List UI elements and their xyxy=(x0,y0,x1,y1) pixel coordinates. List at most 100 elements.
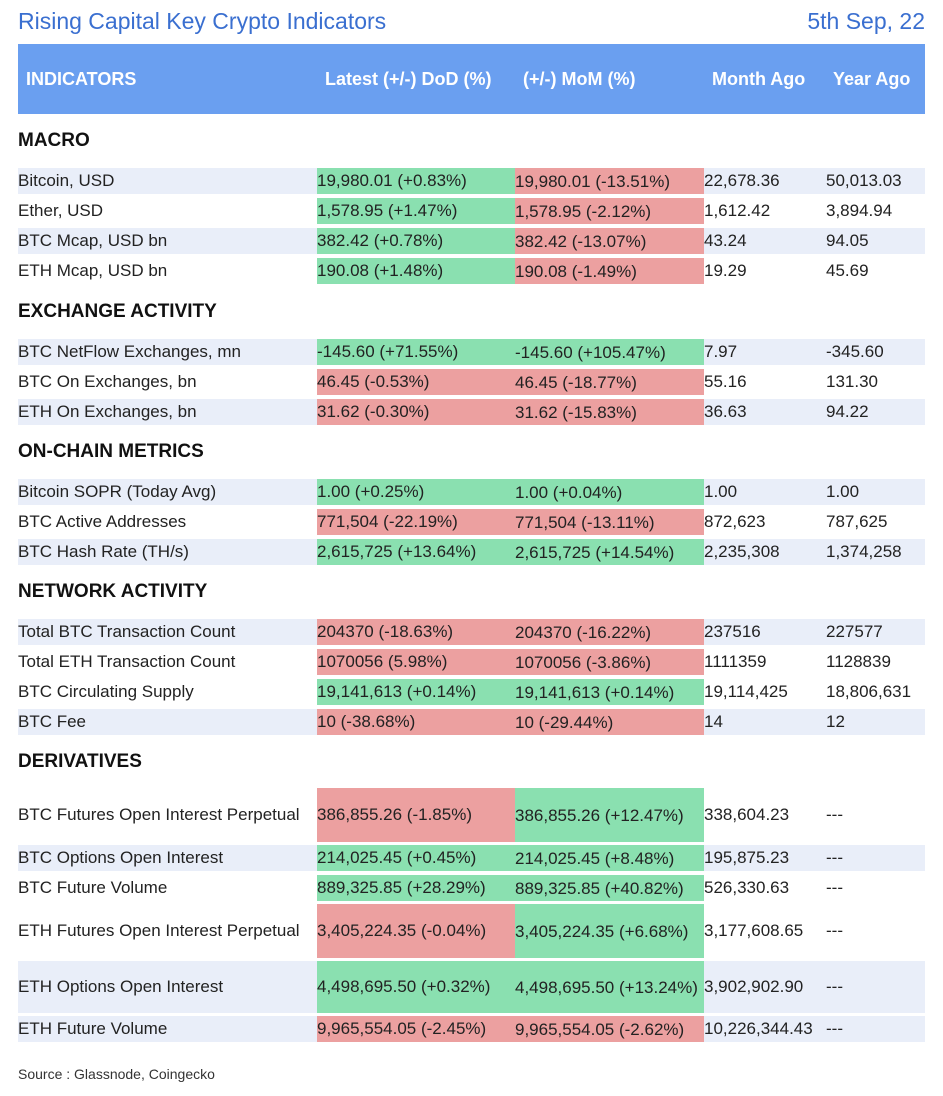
month-ago-cell: 36.63 xyxy=(704,402,747,421)
year-ago-cell: 227577 xyxy=(826,622,883,641)
indicator-name-cell: BTC Hash Rate (TH/s) xyxy=(18,542,189,561)
mom-cell: 1.00 (+0.04%) xyxy=(515,479,704,505)
header-year-ago: Year Ago xyxy=(833,69,911,89)
dod-cell: 386,855.26 (-1.85%) xyxy=(317,788,515,842)
year-ago-cell: 1.00 xyxy=(826,482,860,501)
month-ago-cell: 3,177,608.65 xyxy=(704,921,804,940)
month-ago-cell: 43.24 xyxy=(704,231,747,250)
year-ago-cell: --- xyxy=(826,805,843,824)
indicator-name-cell: Bitcoin SOPR (Today Avg) xyxy=(18,482,217,501)
dod-cell: 3,405,224.35 (-0.04%) xyxy=(317,904,515,958)
mom-cell: -145.60 (+105.47%) xyxy=(515,339,704,365)
indicator-name-cell: BTC Mcap, USD bn xyxy=(18,231,168,250)
mom-cell: 771,504 (-13.11%) xyxy=(515,509,704,535)
indicator-name-cell: BTC Circulating Supply xyxy=(18,682,194,701)
indicator-name-cell: ETH Options Open Interest xyxy=(18,977,224,996)
year-ago-cell: 50,013.03 xyxy=(826,171,902,190)
table-row: ETH Futures Open Interest Perpetual 3,405… xyxy=(18,904,925,958)
table-row: BTC Hash Rate (TH/s) 2,615,725 (+13.64%) 2… xyxy=(18,539,925,565)
mom-cell: 1070056 (-3.86%) xyxy=(515,649,704,675)
mom-cell: 190.08 (-1.49%) xyxy=(515,258,704,284)
month-ago-cell: 872,623 xyxy=(704,512,766,531)
mom-cell: 1,578.95 (-2.12%) xyxy=(515,198,704,224)
section-title: EXCHANGE ACTIVITY xyxy=(18,301,217,322)
mom-cell: 19,980.01 (-13.51%) xyxy=(515,168,704,194)
indicator-name-cell: ETH Mcap, USD bn xyxy=(18,261,168,280)
table-row: Total ETH Transaction Count 1070056 (5.98… xyxy=(18,649,925,675)
mom-cell: 386,855.26 (+12.47%) xyxy=(515,788,704,842)
year-ago-cell: 94.22 xyxy=(826,402,869,421)
source-note: Source : Glassnode, Coingecko xyxy=(18,1066,215,1082)
header-mom: (+/-) MoM (%) xyxy=(523,69,636,89)
month-ago-cell: 526,330.63 xyxy=(704,878,790,897)
mom-cell: 214,025.45 (+8.48%) xyxy=(515,845,704,871)
dod-cell: 382.42 (+0.78%) xyxy=(317,228,515,254)
table-row: BTC Mcap, USD bn 382.42 (+0.78%) 382.42 (-… xyxy=(18,228,925,254)
table-row: ETH Options Open Interest 4,498,695.50 (+… xyxy=(18,961,925,1013)
year-ago-cell: -345.60 xyxy=(826,342,884,361)
year-ago-cell: 12 xyxy=(826,712,845,731)
section-title: MACRO xyxy=(18,130,90,151)
mom-cell: 204370 (-16.22%) xyxy=(515,619,704,645)
year-ago-cell: 1128839 xyxy=(826,652,891,671)
table-row: Bitcoin, USD 19,980.01 (+0.83%) 19,980.01 … xyxy=(18,168,925,194)
month-ago-cell: 19.29 xyxy=(704,261,747,280)
header-indicators: INDICATORS xyxy=(26,69,137,89)
month-ago-cell: 3,902,902.90 xyxy=(704,977,804,996)
dod-cell: 1070056 (5.98%) xyxy=(317,649,515,675)
table-row: BTC Active Addresses 771,504 (-22.19%) 771… xyxy=(18,509,925,535)
month-ago-cell: 14 xyxy=(704,712,723,731)
indicator-name-cell: BTC Fee xyxy=(18,712,87,731)
mom-cell: 4,498,695.50 (+13.24%) xyxy=(515,961,704,1013)
indicator-name-cell: BTC Future Volume xyxy=(18,878,168,897)
table-row: Total BTC Transaction Count 204370 (-18.6… xyxy=(18,619,925,645)
indicator-name-cell: BTC Active Addresses xyxy=(18,512,187,531)
month-ago-cell: 22,678.36 xyxy=(704,171,780,190)
dod-cell: 1,578.95 (+1.47%) xyxy=(317,198,515,224)
year-ago-cell: 18,806,631 xyxy=(826,682,912,701)
dod-cell: 190.08 (+1.48%) xyxy=(317,258,515,284)
mom-cell: 31.62 (-15.83%) xyxy=(515,399,704,425)
header-dod: Latest (+/-) DoD (%) xyxy=(325,69,492,89)
month-ago-cell: 237516 xyxy=(704,622,761,641)
mom-cell: 10 (-29.44%) xyxy=(515,709,704,735)
indicator-name-cell: BTC Futures Open Interest Perpetual xyxy=(18,805,300,824)
section-title: DERIVATIVES xyxy=(18,751,142,772)
dod-cell: 19,980.01 (+0.83%) xyxy=(317,168,515,194)
indicator-name-cell: ETH On Exchanges, bn xyxy=(18,402,197,421)
report-date: 5th Sep, 22 xyxy=(807,8,925,34)
page-title: Rising Capital Key Crypto Indicators xyxy=(18,8,387,34)
indicator-name-cell: Ether, USD xyxy=(18,201,104,220)
dod-cell: 771,504 (-22.19%) xyxy=(317,509,515,535)
mom-cell: 19,141,613 (+0.14%) xyxy=(515,679,704,705)
indicator-name-cell: Bitcoin, USD xyxy=(18,171,115,190)
year-ago-cell: 787,625 xyxy=(826,512,888,531)
dod-cell: 10 (-38.68%) xyxy=(317,709,515,735)
dod-cell: 204370 (-18.63%) xyxy=(317,619,515,645)
indicator-name-cell: Total ETH Transaction Count xyxy=(18,652,236,671)
dod-cell: 2,615,725 (+13.64%) xyxy=(317,539,515,565)
section-title: ON-CHAIN METRICS xyxy=(18,441,204,462)
dod-cell: 46.45 (-0.53%) xyxy=(317,369,515,395)
indicator-name-cell: BTC On Exchanges, bn xyxy=(18,372,197,391)
table-header: INDICATORS Latest (+/-) DoD (%) (+/-) Mo… xyxy=(18,44,925,114)
mom-cell: 889,325.85 (+40.82%) xyxy=(515,875,704,901)
indicator-name-cell: Total BTC Transaction Count xyxy=(18,622,236,641)
dod-cell: 889,325.85 (+28.29%) xyxy=(317,875,515,901)
month-ago-cell: 1.00 xyxy=(704,482,738,501)
year-ago-cell: --- xyxy=(826,1019,843,1038)
indicator-name-cell: ETH Future Volume xyxy=(18,1019,168,1038)
dod-cell: 1.00 (+0.25%) xyxy=(317,479,515,505)
month-ago-cell: 338,604.23 xyxy=(704,805,790,824)
dod-cell: 31.62 (-0.30%) xyxy=(317,399,515,425)
month-ago-cell: 1111359 xyxy=(704,652,767,671)
indicator-name-cell: BTC NetFlow Exchanges, mn xyxy=(18,342,241,361)
month-ago-cell: 1,612.42 xyxy=(704,201,771,220)
table-row: ETH Future Volume 9,965,554.05 (-2.45%) 9,… xyxy=(18,1016,925,1042)
mom-cell: 46.45 (-18.77%) xyxy=(515,369,704,395)
year-ago-cell: 45.69 xyxy=(826,261,869,280)
month-ago-cell: 19,114,425 xyxy=(704,682,788,701)
month-ago-cell: 2,235,308 xyxy=(704,542,780,561)
mom-cell: 2,615,725 (+14.54%) xyxy=(515,539,704,565)
dod-cell: 9,965,554.05 (-2.45%) xyxy=(317,1016,515,1042)
